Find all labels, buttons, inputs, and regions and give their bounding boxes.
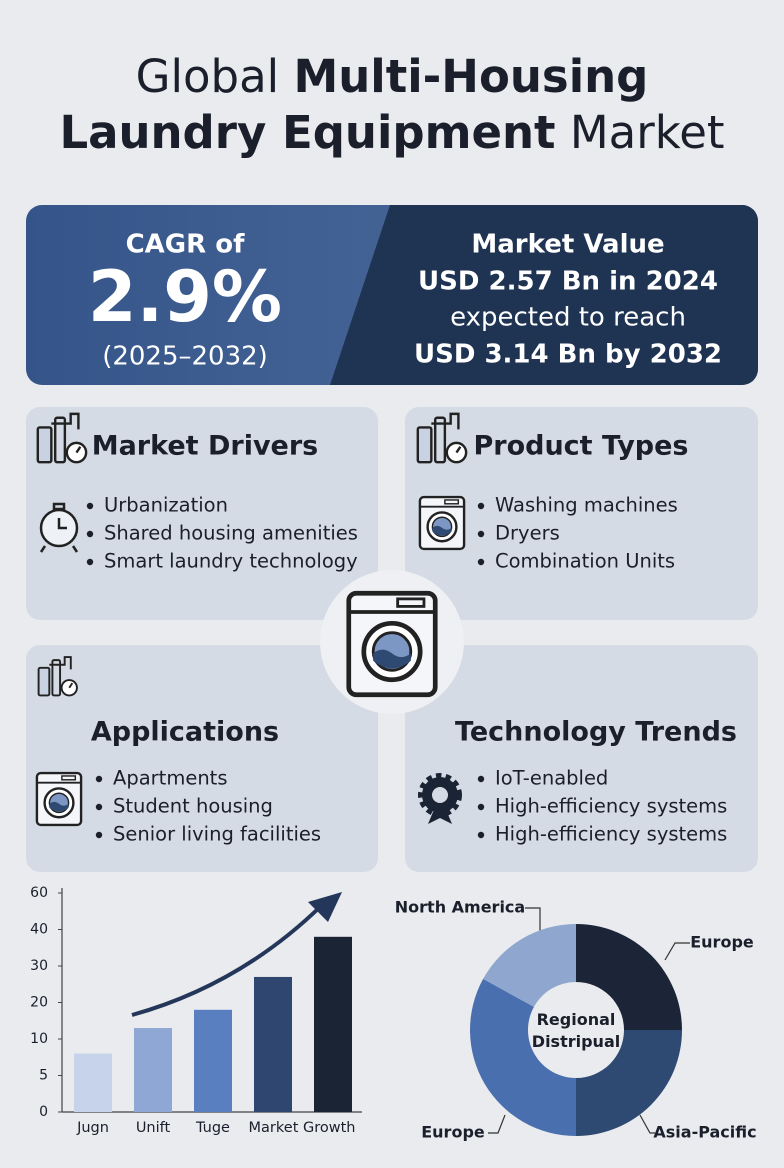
title-line-2: Laundry Equipment Market: [59, 106, 724, 159]
bar: [194, 1009, 232, 1112]
panel-item: Urbanization: [104, 494, 228, 517]
title-line-1: Global Multi-Housing: [136, 50, 649, 103]
bar: [134, 1028, 172, 1112]
clock-icon: [39, 502, 79, 553]
trend-arrow: [131, 903, 324, 1017]
x-tick-label: Unift: [136, 1120, 171, 1136]
y-tick-label: 0: [39, 1104, 48, 1120]
panel-title: Product Types: [473, 431, 688, 462]
center-label: Regional Distripual: [532, 1010, 620, 1051]
segment-label: Europe: [690, 933, 754, 952]
panel-item: High-efficiency systems: [495, 823, 727, 846]
title-part: Market: [556, 106, 725, 159]
trend-arrowhead: [308, 892, 342, 922]
y-tick-label: 5: [39, 1068, 48, 1084]
panel: [405, 407, 758, 620]
bullet: [477, 803, 485, 811]
panel-item: High-efficiency systems: [495, 795, 727, 818]
panel: [26, 645, 378, 872]
segment-label: Asia-Pacific: [653, 1123, 756, 1142]
bullet: [95, 803, 103, 811]
bullet: [95, 775, 103, 783]
panel-item: Dryers: [495, 522, 560, 545]
bullet: [477, 831, 485, 839]
washer-icon: [35, 771, 83, 827]
panel-item: Washing machines: [495, 494, 678, 517]
bullet: [477, 530, 485, 538]
title-part: Laundry Equipment: [59, 106, 555, 159]
center-washer: [349, 593, 435, 695]
bullet: [86, 558, 94, 566]
cagr-period: (2025–2032): [102, 342, 268, 372]
bar: [254, 976, 292, 1112]
title-part: Multi-Housing: [293, 50, 648, 103]
x-tick-label: Jugn: [76, 1120, 109, 1136]
bar: [74, 1053, 112, 1112]
bullet: [477, 502, 485, 510]
panel: [405, 645, 758, 872]
bullet: [95, 831, 103, 839]
bullet: [86, 502, 94, 510]
title-part: Global: [136, 50, 294, 103]
market-value-line: USD 2.57 Bn in 2024: [418, 267, 718, 297]
market-value-line: expected to reach: [450, 303, 686, 333]
donut-segment: [576, 924, 682, 1030]
leader-lines: [488, 907, 690, 1134]
cagr-label: CAGR of: [126, 230, 245, 260]
panel-item: Student housing: [113, 795, 273, 818]
donut-segment: [576, 1030, 682, 1136]
bullet: [477, 558, 485, 566]
cagr-value: 2.9%: [88, 256, 282, 338]
segment-label: Europe: [421, 1123, 485, 1142]
y-tick-label: 40: [30, 922, 48, 938]
donut-segment: [469, 978, 576, 1136]
donut-segment: [483, 924, 576, 1007]
panel-item: Smart laundry technology: [104, 550, 358, 573]
gear-icon: [418, 773, 462, 824]
panel-title: Technology Trends: [455, 717, 737, 748]
panel-item: IoT-enabled: [495, 767, 608, 790]
y-tick-label: 10: [30, 1031, 48, 1047]
segment-label: North America: [395, 898, 525, 917]
market-value-line: Market Value: [471, 230, 664, 260]
panel-item: Shared housing amenities: [104, 522, 358, 545]
bullet: [86, 530, 94, 538]
panel-item: Apartments: [113, 767, 228, 790]
panel: [26, 407, 378, 620]
panel-title: Market Drivers: [92, 431, 319, 462]
bar: [314, 936, 352, 1112]
y-tick-label: 20: [30, 995, 48, 1011]
x-axis-label: Market Growth: [249, 1120, 356, 1136]
y-tick-label: 60: [30, 885, 48, 901]
panel-item: Combination Units: [495, 550, 675, 573]
panel-item: Senior living facilities: [113, 823, 321, 846]
market-value-line: USD 3.14 Bn by 2032: [414, 340, 722, 370]
banner: [26, 205, 758, 385]
y-tick-label: 30: [30, 958, 48, 974]
washer-icon: [418, 495, 466, 551]
x-tick-label: Tuge: [195, 1120, 230, 1136]
bullet: [477, 775, 485, 783]
panel-title: Applications: [91, 717, 279, 748]
